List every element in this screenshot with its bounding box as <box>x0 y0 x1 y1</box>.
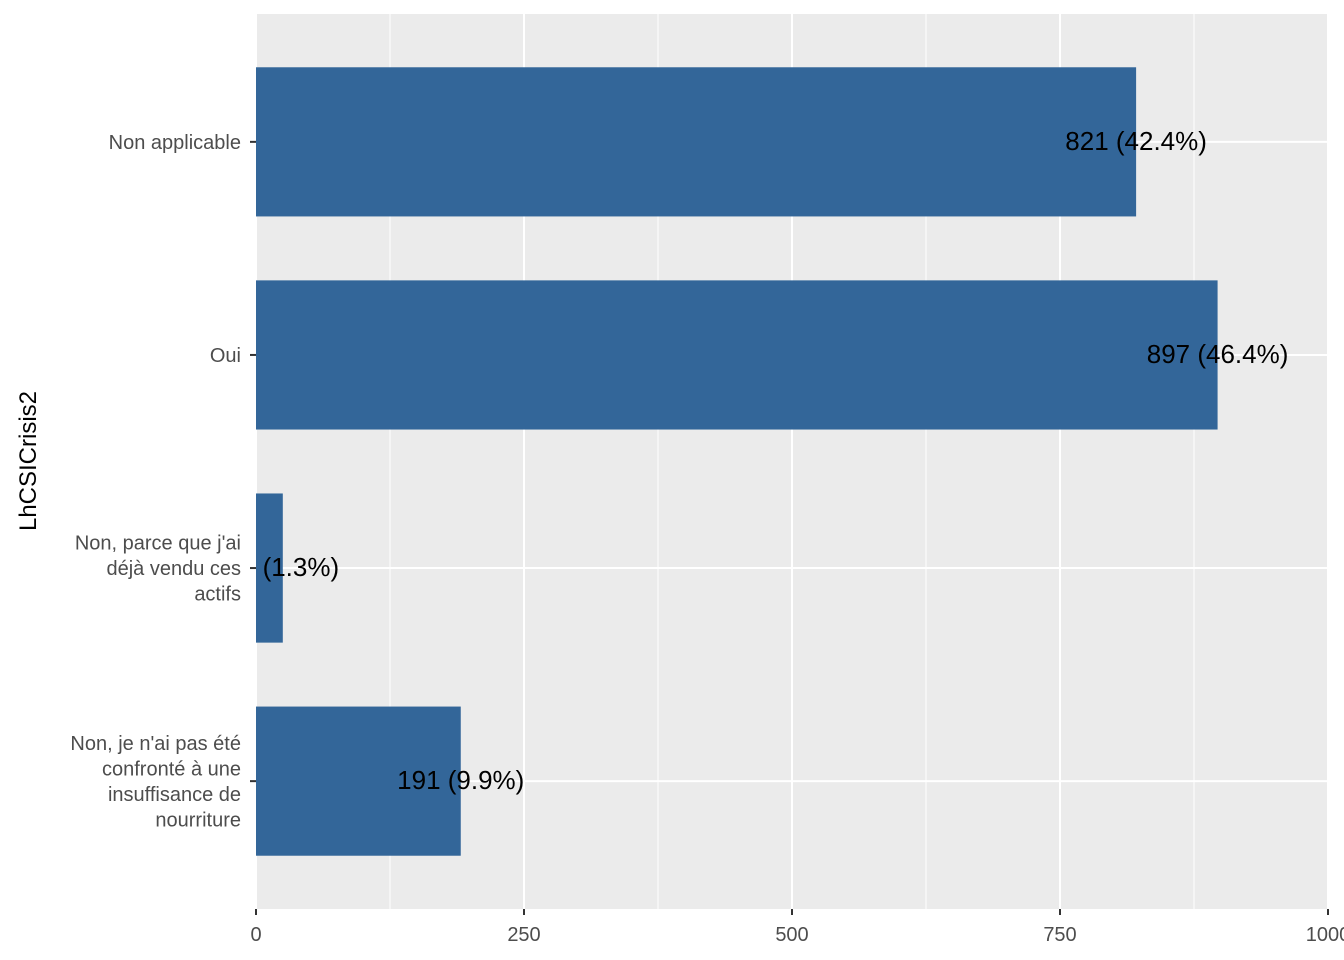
y-tick-label: Non applicable <box>109 132 241 154</box>
x-tick-label: 750 <box>1043 924 1076 946</box>
y-tick-label: Oui <box>210 345 241 367</box>
data-label: 25 (1.3%) <box>226 552 339 582</box>
bar-3 <box>256 706 461 856</box>
x-tick-label: 250 <box>507 924 540 946</box>
x-tick-label: 1000 <box>1306 924 1344 946</box>
y-axis-title: LhCSICrisis2 <box>15 391 42 531</box>
data-label: 191 (9.9%) <box>397 765 524 795</box>
bar-0 <box>256 67 1137 217</box>
bar-1 <box>256 280 1218 430</box>
bar-2 <box>256 493 283 643</box>
x-tick-label: 0 <box>250 924 261 946</box>
y-tick-label: Non, je n'ai pas été confronté à une insuf… <box>70 733 241 832</box>
x-tick-label: 500 <box>775 924 808 946</box>
data-label: 897 (46.4%) <box>1147 339 1289 369</box>
data-label: 821 (42.4%) <box>1065 126 1207 156</box>
y-tick-label: Non, parce que j'ai déjà vendu ces actifs <box>75 533 241 606</box>
